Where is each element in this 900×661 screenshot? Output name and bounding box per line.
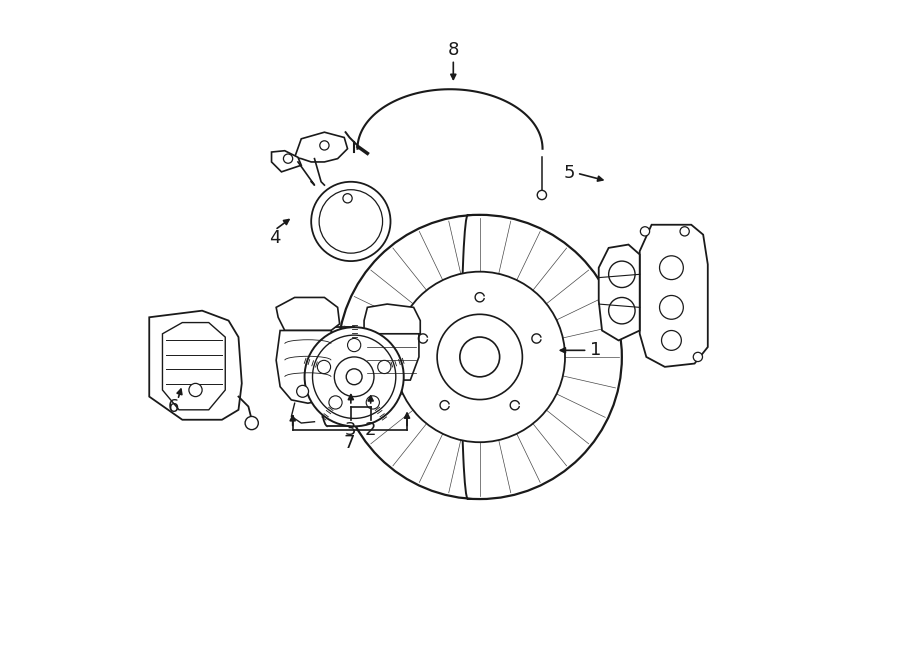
Circle shape [328,396,342,409]
Circle shape [378,360,391,373]
Text: 4: 4 [269,229,281,247]
Circle shape [297,385,309,397]
Circle shape [641,227,650,236]
Polygon shape [276,297,339,330]
Circle shape [660,295,683,319]
Circle shape [366,396,380,409]
Circle shape [537,190,546,200]
Text: 5: 5 [563,164,575,182]
Circle shape [312,335,396,418]
Circle shape [660,256,683,280]
Polygon shape [149,311,242,420]
Circle shape [608,261,635,288]
Circle shape [680,227,689,236]
Text: 8: 8 [447,40,459,59]
Circle shape [346,369,362,385]
Polygon shape [294,132,347,162]
Polygon shape [364,334,418,380]
Circle shape [693,352,703,362]
Text: 7: 7 [344,434,356,452]
Circle shape [189,383,202,397]
Circle shape [304,327,404,426]
Polygon shape [640,225,707,367]
Circle shape [245,416,258,430]
Circle shape [318,360,330,373]
Circle shape [662,330,681,350]
Circle shape [608,297,635,324]
Circle shape [320,190,382,253]
Circle shape [338,215,622,499]
Circle shape [460,337,500,377]
Circle shape [347,338,361,352]
Circle shape [394,272,565,442]
Polygon shape [276,330,337,403]
Circle shape [343,194,352,203]
Polygon shape [272,151,302,172]
Text: 1: 1 [590,341,601,360]
Circle shape [437,315,522,399]
Polygon shape [163,323,225,410]
Circle shape [284,154,292,163]
Text: 2: 2 [364,420,376,439]
Circle shape [320,141,329,150]
Polygon shape [598,245,640,340]
Polygon shape [364,304,420,334]
Text: 6: 6 [168,397,179,416]
Text: 3: 3 [345,420,356,439]
Circle shape [311,182,391,261]
Circle shape [334,357,374,397]
